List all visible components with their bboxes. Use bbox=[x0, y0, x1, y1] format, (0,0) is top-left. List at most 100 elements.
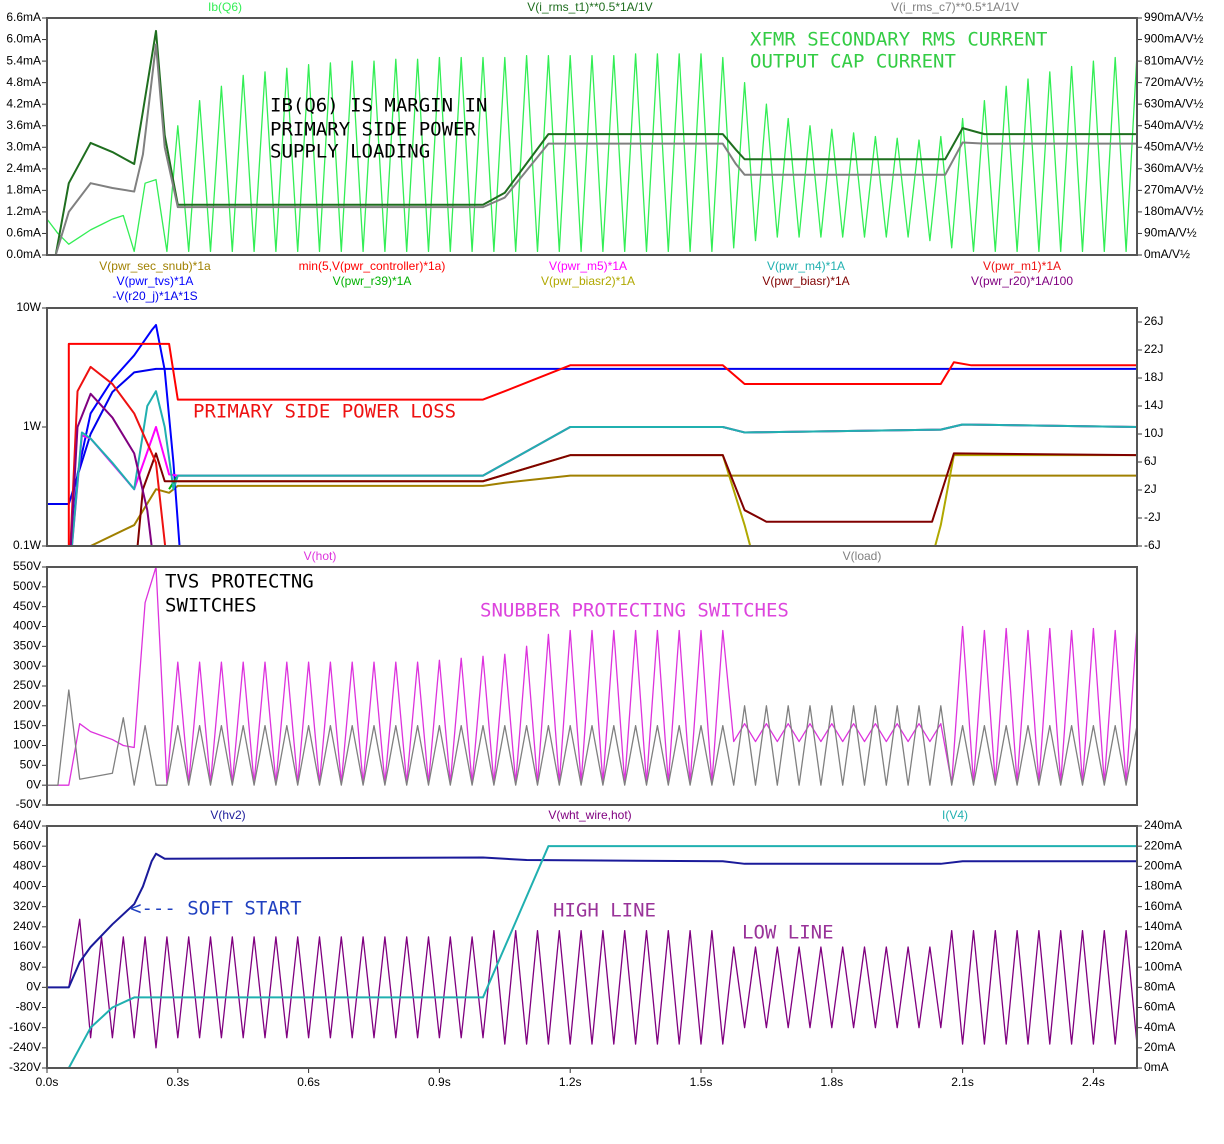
plot-area bbox=[47, 845, 1137, 1068]
y2-tick-label: 80mA bbox=[1144, 980, 1175, 994]
y2-tick-label: -6J bbox=[1144, 538, 1161, 552]
x-tick-label: 0.6s bbox=[297, 1075, 320, 1089]
annotation: PRIMARY SIDE POWER LOSS bbox=[193, 401, 456, 423]
y2-tick-label: 18J bbox=[1144, 370, 1163, 384]
y2-tick-label: 270mA/V½ bbox=[1144, 183, 1203, 197]
y2-tick-label: 630mA/V½ bbox=[1144, 96, 1203, 110]
trace bbox=[70, 323, 181, 546]
y2-tick-label: 900mA/V½ bbox=[1144, 32, 1203, 46]
trace bbox=[47, 689, 1137, 786]
y2-tick-label: 360mA/V½ bbox=[1144, 161, 1203, 175]
y-tick-label: 400V bbox=[13, 619, 41, 633]
y-tick-label: 400V bbox=[13, 879, 41, 893]
y2-tick-label: 720mA/V½ bbox=[1144, 75, 1203, 89]
annotation: XFMR SECONDARY RMS CURRENT bbox=[750, 29, 1047, 51]
annotation: <--- SOFT START bbox=[130, 898, 302, 920]
trace-label: V(pwr_r39)*1A bbox=[333, 274, 412, 288]
y2-tick-label: 240mA bbox=[1144, 818, 1182, 832]
y-tick-label: 250V bbox=[13, 678, 41, 692]
annotation: SNUBBER PROTECTING SWITCHES bbox=[480, 600, 789, 622]
y-tick-label: 100V bbox=[13, 738, 41, 752]
trace-label: V(pwr_m4)*1A bbox=[767, 259, 845, 273]
x-tick-label: 0.0s bbox=[36, 1075, 59, 1089]
trace bbox=[89, 474, 1137, 546]
trace bbox=[67, 342, 1137, 546]
trace-label: V(pwr_r20)*1A/100 bbox=[971, 274, 1073, 288]
y-tick-label: -240V bbox=[9, 1040, 41, 1054]
y-tick-label: 550V bbox=[13, 559, 41, 573]
y-tick-label: 480V bbox=[13, 859, 41, 873]
y2-tick-label: 450mA/V½ bbox=[1144, 139, 1203, 153]
x-tick-label: 2.1s bbox=[951, 1075, 974, 1089]
trace bbox=[47, 845, 1137, 1068]
y2-tick-label: 20mA bbox=[1144, 1040, 1175, 1054]
y-tick-label: 6.6mA bbox=[6, 10, 41, 24]
trace-label: V(i_rms_t1)**0.5*1A/1V bbox=[527, 0, 652, 14]
y-tick-label: 240V bbox=[13, 919, 41, 933]
trace bbox=[70, 390, 1137, 546]
annotation: OUTPUT CAP CURRENT bbox=[750, 51, 956, 73]
y-tick-label: 2.4mA bbox=[6, 161, 41, 175]
annotation: SUPPLY LOADING bbox=[270, 141, 430, 163]
y2-tick-label: 120mA bbox=[1144, 939, 1182, 953]
y2-tick-label: 0mA bbox=[1144, 1060, 1169, 1074]
y2-tick-label: 180mA/V½ bbox=[1144, 204, 1203, 218]
y-tick-label: 0.0mA bbox=[6, 247, 41, 261]
trace-label: V(i_rms_c7)**0.5*1A/1V bbox=[891, 0, 1019, 14]
y-tick-label: 0.1W bbox=[13, 538, 42, 552]
trace-label: V(pwr_tvs)*1A bbox=[117, 274, 194, 288]
trace bbox=[168, 423, 1137, 490]
trace bbox=[47, 567, 1137, 786]
y2-tick-label: 10J bbox=[1144, 426, 1163, 440]
trace bbox=[47, 53, 1137, 253]
plot-frame bbox=[46, 307, 1138, 547]
trace bbox=[70, 423, 1137, 546]
y-tick-label: 0V bbox=[26, 777, 41, 791]
y-tick-label: 50V bbox=[20, 758, 41, 772]
y-tick-label: 320V bbox=[13, 899, 41, 913]
trace-label: Ib(Q6) bbox=[208, 0, 242, 14]
plot-area bbox=[47, 323, 1137, 546]
trace bbox=[136, 452, 1137, 546]
trace bbox=[47, 918, 1137, 1049]
trace-label: V(hv2) bbox=[210, 808, 245, 822]
annotation: IB(Q6) IS MARGIN IN bbox=[270, 95, 487, 117]
annotation: TVS PROTECTNG bbox=[165, 571, 314, 593]
x-tick-label: 1.5s bbox=[690, 1075, 713, 1089]
y-tick-label: 1W bbox=[23, 419, 42, 433]
annotation: HIGH LINE bbox=[553, 900, 656, 922]
annotation: SWITCHES bbox=[165, 595, 257, 617]
trace-label: -V(r20_j)*1A*1S bbox=[112, 289, 197, 303]
y-tick-label: 200V bbox=[13, 698, 41, 712]
trace-label: min(5,V(pwr_controller)*1a) bbox=[299, 259, 446, 273]
plot-frame bbox=[46, 566, 1138, 806]
y-tick-label: 640V bbox=[13, 818, 41, 832]
y2-tick-label: 6J bbox=[1144, 454, 1157, 468]
y2-tick-label: 100mA bbox=[1144, 959, 1182, 973]
x-tick-label: 2.4s bbox=[1082, 1075, 1105, 1089]
plot-frame bbox=[46, 825, 1138, 1069]
trace-label: V(hot) bbox=[304, 549, 337, 563]
y-tick-label: 80V bbox=[20, 959, 41, 973]
y2-tick-label: 14J bbox=[1144, 398, 1163, 412]
y2-tick-label: 810mA/V½ bbox=[1144, 53, 1203, 67]
y-tick-label: 1.8mA bbox=[6, 183, 41, 197]
trace-label: V(pwr_m1)*1A bbox=[983, 259, 1061, 273]
x-tick-label: 1.8s bbox=[820, 1075, 843, 1089]
trace-label: V(pwr_biasr)*1A bbox=[762, 274, 849, 288]
plot-area bbox=[47, 567, 1137, 786]
x-tick-label: 1.2s bbox=[559, 1075, 582, 1089]
trace-label: I(V4) bbox=[942, 808, 968, 822]
trace-label: V(pwr_m5)*1A bbox=[549, 259, 627, 273]
y2-tick-label: 60mA bbox=[1144, 1000, 1175, 1014]
trace-label: V(wht_wire,hot) bbox=[548, 808, 631, 822]
y-tick-label: -160V bbox=[9, 1020, 41, 1034]
annotation: LOW LINE bbox=[742, 922, 834, 944]
annotation: PRIMARY SIDE POWER bbox=[270, 119, 476, 141]
y-tick-label: 6.0mA bbox=[6, 32, 41, 46]
y-tick-label: 10W bbox=[16, 300, 41, 314]
trace-label: V(load) bbox=[843, 549, 882, 563]
y2-tick-label: 180mA bbox=[1144, 879, 1182, 893]
y-tick-label: -50V bbox=[16, 797, 41, 811]
